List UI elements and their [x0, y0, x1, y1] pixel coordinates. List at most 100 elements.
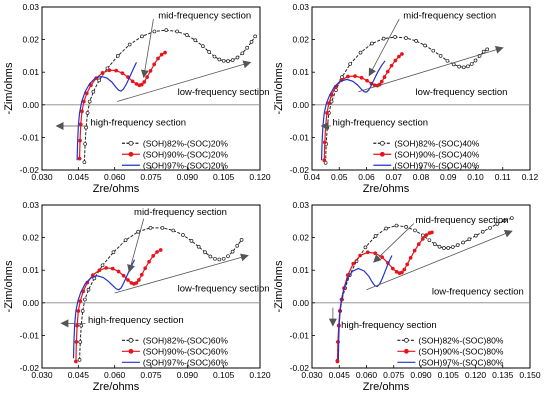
data-point [82, 99, 86, 104]
data-point [363, 245, 368, 250]
data-point [217, 57, 222, 62]
y-tick-label: -0.02 [290, 165, 310, 175]
x-tick-label: 0.075 [140, 172, 162, 182]
data-point [145, 75, 149, 79]
data-point [495, 222, 500, 226]
legend: (SOH)82%-(SOC)20%(SOH)90%-(SOC)20%(SOH)9… [121, 138, 228, 170]
data-point [140, 34, 144, 39]
data-point [437, 244, 442, 249]
legend-entry: (SOH)97%-(SOC)80% [418, 357, 503, 367]
legend-entry: (SOH)90%-(SOC)20% [143, 149, 228, 159]
data-point [100, 263, 105, 268]
y-tick-label: 0.00 [22, 100, 39, 110]
legend-entry: (SOH)90%-(SOC)40% [394, 149, 479, 159]
panel-soc40: 0.04 0.05 0.06 0.07 0.08 0.09 0.10 0.11 0.12 -0.0… [273, 2, 539, 195]
data-point [423, 43, 427, 48]
data-point [226, 59, 230, 63]
data-point [163, 50, 167, 55]
y-tick-label: 0.00 [22, 298, 39, 308]
data-point [457, 64, 461, 69]
data-point [83, 297, 87, 302]
data-point [432, 242, 437, 246]
data-point [74, 340, 79, 344]
annotation-low-frequency: low-frequency section [178, 283, 270, 294]
data-point [485, 47, 490, 52]
legend: (SOH)82%-(SOC)60%(SOH)90%-(SOC)60%(SOH)9… [121, 335, 228, 367]
data-point [221, 256, 226, 261]
x-tick-label: 0.08 [413, 172, 430, 182]
x-tick-label: 0.10 [467, 172, 484, 182]
data-point [365, 250, 370, 255]
legend: (SOH)82%-(SOC)40%(SOH)90%-(SOC)40%(SOH)9… [373, 138, 480, 170]
data-point [384, 226, 388, 231]
data-point [455, 243, 460, 247]
data-point [123, 238, 128, 243]
y-tick-label: 0.03 [292, 200, 309, 210]
data-point [111, 250, 116, 255]
x-tick-label: 0.090 [177, 370, 199, 380]
series-layer [320, 35, 490, 165]
annotation-arrow [114, 253, 249, 294]
data-point [203, 250, 207, 255]
data-point [221, 58, 226, 63]
x-tick-label: 0.105 [213, 172, 235, 182]
data-point [79, 323, 84, 328]
x-tick-label: 0.150 [519, 370, 541, 380]
data-point [400, 270, 404, 275]
data-point [427, 238, 432, 243]
data-point [134, 281, 139, 285]
data-point [78, 299, 83, 304]
data-point [104, 266, 109, 270]
x-tick-label: 0.060 [104, 370, 126, 380]
data-point [143, 266, 148, 271]
data-point [474, 233, 478, 238]
legend-marker [379, 140, 385, 146]
data-point [120, 71, 125, 76]
data-point [253, 34, 258, 39]
data-point [91, 89, 96, 94]
annotation-arrow [373, 223, 415, 263]
data-point [340, 75, 344, 79]
legend-marker [128, 337, 134, 343]
data-point [466, 64, 470, 69]
data-point [416, 242, 421, 246]
data-point [230, 58, 235, 62]
data-point [207, 50, 211, 54]
annotation-mid-frequency: mid-frequency section [403, 10, 496, 21]
data-point [370, 41, 374, 46]
x-tick-label: 0.12 [522, 172, 539, 182]
data-point [467, 237, 472, 242]
annotation-mid-frequency: mid-frequency section [416, 215, 509, 226]
data-point [404, 36, 408, 40]
data-point [382, 75, 387, 79]
series-line [72, 259, 136, 359]
legend-entry: (SOH)82%-(SOC)80% [418, 335, 503, 345]
data-point [358, 253, 362, 258]
data-point [91, 273, 95, 277]
x-tick-label: 0.09 [440, 172, 457, 182]
y-axis-label: -Zim/ohms [273, 260, 285, 312]
data-point [239, 238, 244, 242]
data-point [394, 223, 399, 228]
x-tick-label: 0.105 [438, 370, 460, 380]
data-point [450, 245, 455, 249]
series-line [325, 36, 488, 163]
data-point [442, 246, 446, 250]
annotation-low-frequency: low-frequency section [178, 87, 270, 98]
series-line [76, 62, 138, 161]
legend-marker [403, 337, 409, 343]
data-point [147, 259, 151, 264]
x-tick-label: 0.120 [249, 370, 271, 380]
legend-marker [128, 348, 134, 354]
data-point [148, 225, 153, 230]
annotation-arrow [368, 18, 400, 77]
x-tick-label: 0.030 [31, 172, 53, 182]
data-point [156, 56, 160, 61]
data-point [412, 248, 417, 253]
data-point [110, 266, 115, 271]
data-point [402, 267, 407, 272]
annotation-low-frequency: low-frequency section [432, 287, 524, 298]
y-tick-label: -0.01 [290, 132, 310, 142]
data-point [408, 255, 413, 260]
y-tick-label: 0.02 [292, 35, 309, 45]
